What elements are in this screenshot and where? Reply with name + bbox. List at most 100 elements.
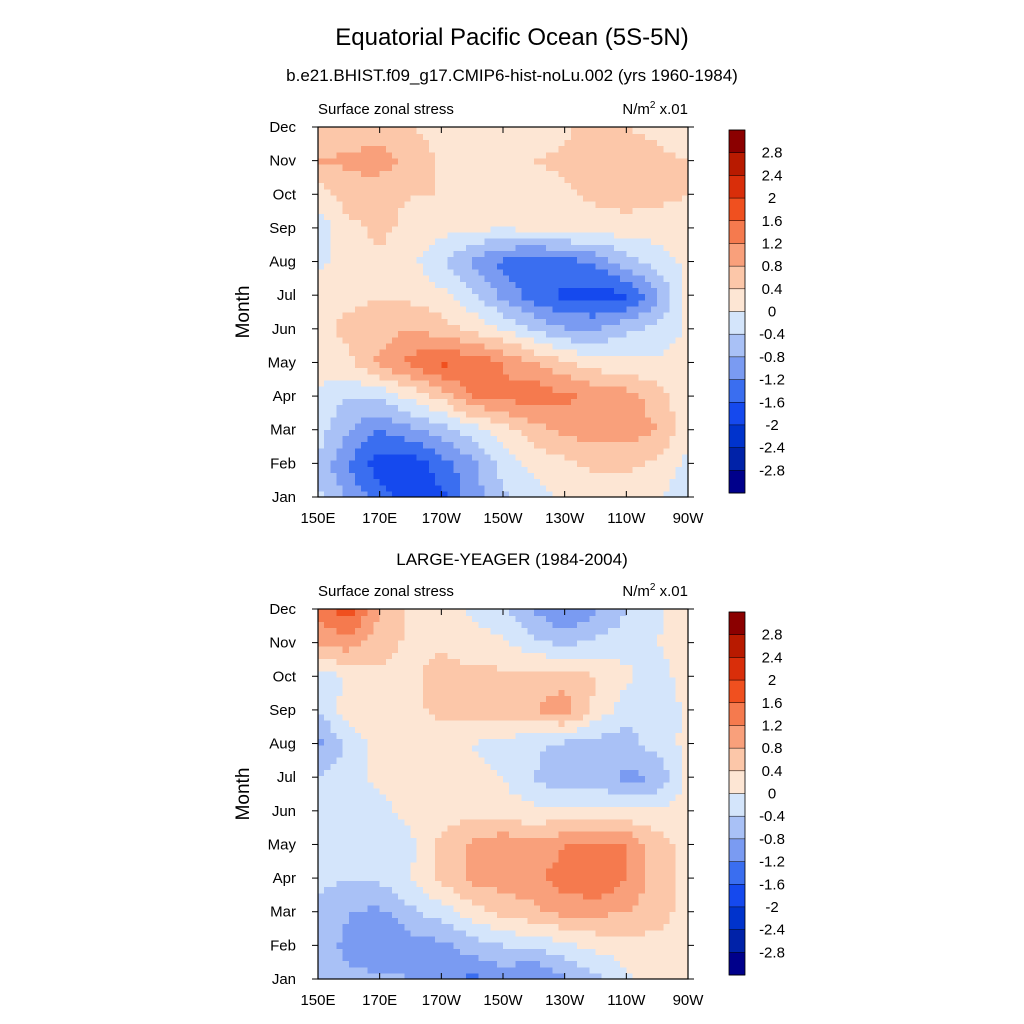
heatmap-cell [355,324,362,332]
heatmap-cell [355,330,362,338]
heatmap-cell [509,349,516,356]
heatmap-cell [601,416,609,424]
heatmap-cell [620,392,627,399]
heatmap-cell [527,231,535,239]
heatmap-cell [509,960,516,968]
heatmap-cell [546,911,553,918]
heatmap-cell [620,225,627,233]
heatmap-cell [330,935,338,943]
heatmap-cell [515,490,523,498]
heatmap-cell [373,447,381,455]
heatmap-cell [392,176,399,184]
heatmap-cell [570,182,578,190]
heatmap-cell [583,213,590,221]
heatmap-cell [614,466,621,473]
heatmap-cell [546,880,553,888]
heatmap-cell [466,139,473,147]
heatmap-cell [503,892,510,900]
heatmap-cell [472,855,479,863]
heatmap-cell [552,262,560,270]
heatmap-cell [558,917,566,925]
heatmap-cell [398,861,405,869]
heatmap-cell [595,935,603,943]
heatmap-cell [509,244,516,251]
heatmap-cell [669,268,677,276]
heatmap-cell [595,324,603,332]
heatmap-cell [367,256,375,264]
heatmap-cell [521,342,529,350]
heatmap-cell [657,478,664,486]
heatmap-cell [361,262,368,270]
heatmap-cell [392,244,399,251]
heatmap-cell [490,392,498,399]
heatmap-cell [620,250,627,258]
heatmap-cell [527,201,535,208]
heatmap-cell [318,966,325,974]
heatmap-cell [355,861,362,869]
heatmap-cell [558,157,566,165]
heatmap-cell [422,225,430,233]
heatmap-cell [626,911,634,918]
heatmap-cell [509,404,516,412]
heatmap-cell [441,898,449,906]
heatmap-cell [318,256,325,264]
heatmap-cell [521,447,529,455]
heatmap-cell [651,472,658,480]
heatmap-cell [521,423,529,430]
heatmap-cell [546,423,553,430]
heatmap-cell [410,435,418,443]
heatmap-cell [490,905,498,912]
heatmap-cell [552,954,560,962]
heatmap-cell [392,342,399,350]
heatmap-cell [675,336,683,344]
heatmap-cell [583,361,590,369]
heatmap-cell [533,466,541,473]
heatmap-cell [410,275,418,282]
heatmap-cell [589,361,597,369]
heatmap-cell [435,849,442,857]
heatmap-cell [398,379,405,387]
heatmap-cell [478,466,486,473]
heatmap-cell [607,201,615,208]
heatmap-cell [632,170,640,177]
heatmap-cell [644,472,652,480]
heatmap-cell [663,929,671,937]
heatmap-cell [552,170,560,177]
heatmap-cell [663,164,671,171]
heatmap-cell [644,855,652,863]
heatmap-cell [626,861,634,869]
heatmap-cell [558,960,566,968]
heatmap-cell [336,231,344,239]
heatmap-cell [336,460,344,467]
heatmap-cell [429,966,436,974]
heatmap-cell [330,886,338,894]
heatmap-cell [515,213,523,221]
heatmap-cell [453,213,461,221]
heatmap-cell [330,447,338,455]
heatmap-cell [527,367,535,375]
heatmap-cell [392,250,399,258]
heatmap-cell [453,336,461,344]
heatmap-cell [453,868,461,875]
heatmap-cell [367,880,375,888]
chart-panel-2: LARGE-YEAGER (1984-2004)Surface zonal st… [233,550,785,1009]
heatmap-cell [348,231,356,239]
heatmap-cell [385,312,393,319]
heatmap-cell [435,367,442,375]
heatmap-cell [398,416,405,424]
heatmap-cell [669,948,677,955]
heatmap-cell [429,917,436,925]
heatmap-cell [435,194,442,202]
heatmap-cell [558,170,566,177]
heatmap-cell [398,275,405,282]
heatmap-cell [355,244,362,251]
heatmap-cell [459,849,467,857]
heatmap-cell [435,287,442,295]
heatmap-cell [484,484,492,492]
heatmap-cell [472,954,479,962]
heatmap-cell [509,164,516,171]
heatmap-cell [669,868,677,875]
heatmap-cell [577,305,584,313]
heatmap-cell [422,367,430,375]
heatmap-cell [533,911,541,918]
